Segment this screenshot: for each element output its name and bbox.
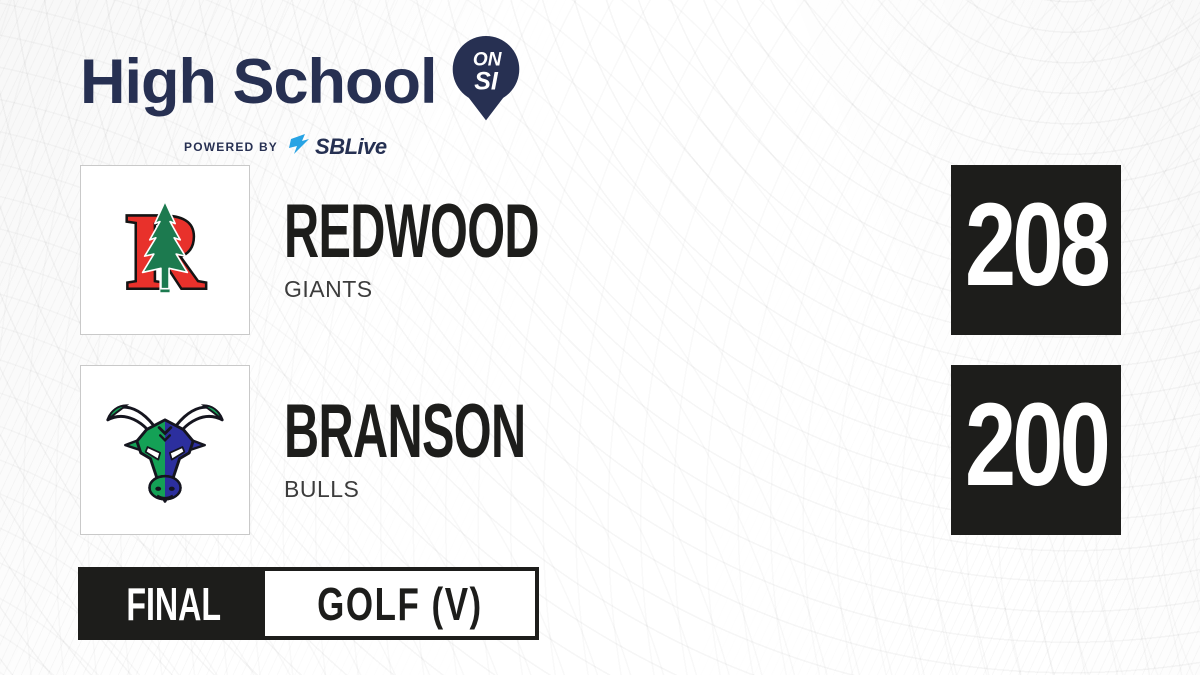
pin-text-on: ON — [473, 50, 503, 71]
team-score: 208 — [965, 179, 1111, 311]
status-badge: FINAL — [82, 571, 266, 636]
sblive-wordmark: SBLive — [315, 133, 387, 159]
branson-bull-logo — [102, 385, 228, 516]
status-bar: FINAL GOLF (V) — [78, 567, 540, 640]
team-mascot: GIANTS — [284, 275, 373, 302]
sblive-logo: SBLive — [288, 133, 387, 160]
redwood-r-tree-logo: R — [104, 187, 226, 314]
pin-text-si: SI — [475, 68, 500, 96]
team-score: 200 — [965, 379, 1111, 511]
redwood-score-box: 208 — [951, 165, 1121, 335]
team-mascot: BULLS — [284, 475, 360, 502]
sblive-bolt-icon — [288, 133, 310, 160]
branson-logo-box — [80, 365, 250, 535]
team-row-branson: BRANSON BULLS 200 — [80, 365, 1121, 535]
brand-title: High School — [80, 47, 437, 117]
redwood-logo-box: R — [80, 165, 250, 335]
team-row-redwood: R REDWOOD GIANTS 208 — [80, 165, 1121, 335]
status-text: FINAL — [126, 577, 222, 630]
team-name: BRANSON — [284, 389, 526, 475]
powered-by-row: POWERED BY SBLive — [184, 133, 522, 160]
brand-header: High School ON SI POWERED BY SBLive — [80, 36, 522, 160]
event-text: GOLF (V) — [317, 577, 484, 630]
branson-score-box: 200 — [951, 365, 1121, 535]
team-name: REDWOOD — [284, 189, 540, 275]
location-pin-icon: ON SI — [450, 36, 522, 129]
powered-by-label: POWERED BY — [184, 139, 279, 154]
event-badge: GOLF (V) — [265, 571, 535, 636]
